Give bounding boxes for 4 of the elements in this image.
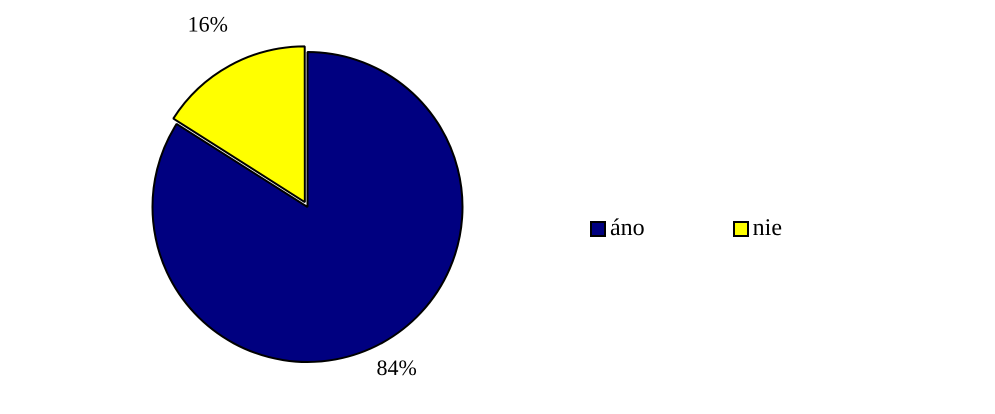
data-label: 84% (376, 354, 417, 380)
data-label: 16% (188, 11, 228, 36)
legend-label: nie (752, 215, 782, 242)
legend-label: áno (610, 215, 645, 242)
